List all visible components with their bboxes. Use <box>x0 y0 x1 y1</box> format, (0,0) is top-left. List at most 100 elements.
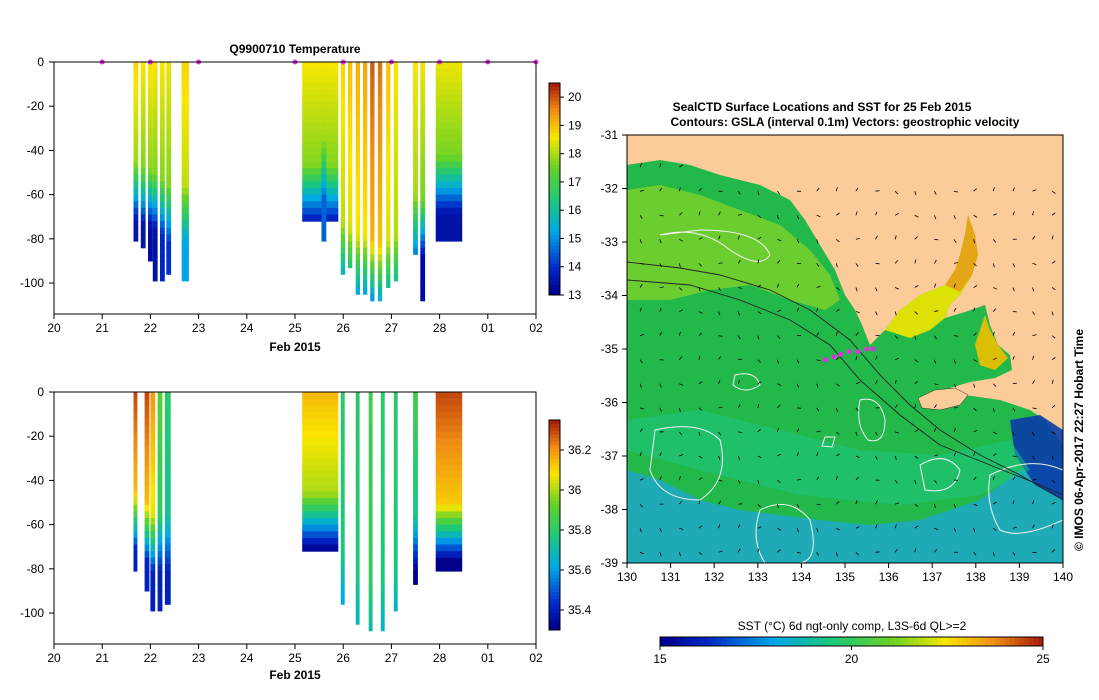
profile-cell <box>368 438 373 446</box>
profile-cell <box>386 181 391 189</box>
profile-cell <box>144 551 150 559</box>
profile-cell <box>386 267 391 275</box>
velocity-vector <box>698 381 703 385</box>
profile-cell <box>340 62 346 70</box>
velocity-vector <box>639 239 642 244</box>
profile-cell <box>181 161 189 169</box>
colorbar-segment <box>549 420 560 424</box>
colorbar-segment <box>549 521 560 526</box>
sst-colorbar-segment <box>880 637 886 646</box>
velocity-vector <box>973 476 977 481</box>
profile-cell <box>152 141 158 149</box>
profile-cell <box>302 511 339 519</box>
colorbar-segment <box>549 563 560 568</box>
profile-cell <box>377 108 383 116</box>
colorbar-segment <box>549 507 560 512</box>
profile-cell <box>435 207 463 216</box>
profile-cell <box>321 221 327 229</box>
profile-cell <box>377 75 383 83</box>
profile-cell <box>363 115 368 123</box>
profile-cell <box>355 557 360 565</box>
profile-cell <box>166 62 172 70</box>
profile-cell <box>435 121 463 129</box>
profile-cell <box>393 260 399 269</box>
profile-cell <box>321 181 327 189</box>
profile-cell <box>413 201 418 209</box>
velocity-vector <box>737 311 740 316</box>
colorbar-segment <box>549 238 560 243</box>
velocity-vector <box>953 428 956 433</box>
profile-cell <box>181 95 189 103</box>
velocity-vector <box>678 476 681 481</box>
profile-cell <box>181 234 189 242</box>
profile-cell <box>150 551 156 559</box>
profile-cell <box>377 207 383 216</box>
profile-cell <box>393 108 399 116</box>
profile-cell <box>380 398 385 406</box>
profile-cell <box>348 75 353 83</box>
velocity-vector <box>1051 549 1056 553</box>
profile-cell <box>164 551 171 559</box>
velocity-vector <box>679 383 684 386</box>
profile-cell <box>348 254 353 262</box>
profile-cell <box>377 194 383 202</box>
x-tick-label: 25 <box>288 651 302 665</box>
profile-cell <box>340 174 346 182</box>
profile-cell <box>413 128 418 136</box>
profile-cell <box>413 81 418 90</box>
colorbar-frame <box>548 419 561 631</box>
profile-cell <box>420 121 426 129</box>
profile-cell <box>181 207 189 216</box>
profile-cell <box>393 161 399 169</box>
profile-cell <box>160 241 165 249</box>
profile-markers <box>99 59 539 65</box>
profile-cell <box>380 471 385 479</box>
profile-cell <box>355 254 360 262</box>
colorbar-segment <box>549 93 560 98</box>
profile-cell <box>302 451 339 459</box>
profile-cell <box>386 75 391 83</box>
velocity-vector <box>659 383 662 388</box>
profile-cell <box>140 88 146 96</box>
profile-cell <box>435 425 463 433</box>
profile-cell <box>164 405 171 413</box>
profile-cell <box>152 95 158 103</box>
profile-cell <box>377 247 383 255</box>
colorbar-segment <box>549 284 560 289</box>
velocity-vector <box>1032 524 1035 529</box>
velocity-vector <box>953 452 957 457</box>
velocity-vector <box>894 379 897 384</box>
x-tick-label: 26 <box>337 321 351 335</box>
profile-cell <box>152 115 158 123</box>
velocity-vector <box>1032 380 1035 384</box>
velocity-vector <box>875 455 878 460</box>
profile-cell <box>140 134 146 143</box>
profile-cell <box>152 234 158 242</box>
profile-cell <box>413 181 418 189</box>
profile-cell <box>413 141 418 149</box>
profile-cell <box>321 115 327 123</box>
sst-colorbar-segment <box>794 637 800 646</box>
profile-cell <box>166 221 172 229</box>
profile-cell <box>368 624 373 632</box>
profile-cell <box>157 498 163 506</box>
profile-cell <box>144 511 150 519</box>
profile-cell <box>340 524 345 532</box>
velocity-vector <box>914 191 917 196</box>
profile-cell <box>420 247 426 255</box>
profile-cell <box>144 464 150 473</box>
sst-colorbar-segment <box>774 637 781 646</box>
velocity-vector <box>757 455 762 459</box>
profile-cell <box>355 75 360 83</box>
profile-cell <box>393 168 399 176</box>
velocity-vector <box>953 503 957 508</box>
profile-cell <box>148 121 153 129</box>
profile-cell <box>157 504 163 512</box>
profile-cell <box>386 81 391 90</box>
profile-cell <box>181 68 189 76</box>
profile-cell <box>348 260 353 269</box>
colorbar-segment <box>549 451 560 456</box>
profile-cell <box>302 504 339 512</box>
colorbar-segment <box>549 83 560 87</box>
velocity-vector <box>934 238 939 241</box>
